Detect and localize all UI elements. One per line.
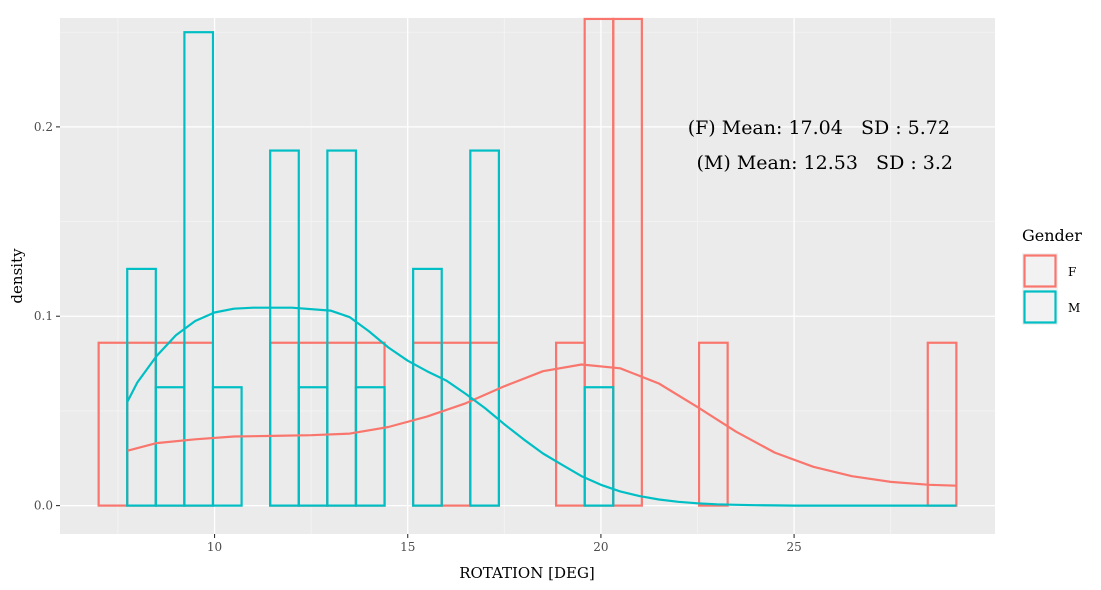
legend-key-bg-M — [1022, 289, 1058, 325]
x-tick-label: 15 — [400, 540, 415, 554]
grid-minor — [60, 18, 995, 534]
x-tick-label: 20 — [593, 540, 608, 554]
legend-label-F: F — [1068, 265, 1076, 279]
y-axis-title: density — [8, 248, 26, 304]
bar-M — [583, 386, 615, 507]
density-curve-M — [126, 306, 957, 507]
x-tick-label: 10 — [207, 540, 222, 554]
bars-M — [126, 31, 615, 507]
density-curve-F — [127, 363, 957, 487]
y-tick-label: 0.1 — [34, 309, 53, 323]
annotation-male-stats: (M) Mean: 12.53 SD : 3.2 — [697, 152, 953, 174]
legend-key-F — [1023, 254, 1057, 288]
x-axis-title: ROTATION [DEG] — [459, 564, 595, 582]
x-tick-labels: 10 15 20 25 — [207, 540, 802, 554]
bar-F — [697, 341, 729, 507]
bar-F — [612, 17, 643, 507]
y-tick-label: 0.2 — [34, 120, 53, 134]
legend-label-M: M — [1068, 301, 1080, 315]
panel-background — [60, 18, 995, 534]
legend-key-bg-F — [1022, 253, 1058, 289]
annotation-female-stats: (F) Mean: 17.04 SD : 5.72 — [688, 117, 950, 139]
y-tick-labels: 0.0 0.1 0.2 — [34, 120, 53, 513]
bar-M — [269, 149, 300, 507]
bar-M — [412, 267, 443, 507]
legend: Gender F M — [1022, 226, 1082, 325]
bar-M — [211, 386, 243, 507]
legend-title: Gender — [1022, 226, 1082, 245]
density-curves — [126, 306, 957, 507]
legend-key-M — [1023, 290, 1057, 324]
bar-M — [469, 149, 501, 507]
y-tick-label: 0.0 — [34, 499, 53, 513]
bar-M — [354, 386, 386, 507]
bar-M — [183, 31, 215, 507]
axis-ticks — [56, 126, 795, 538]
bar-M — [326, 149, 358, 507]
x-tick-label: 25 — [786, 540, 801, 554]
